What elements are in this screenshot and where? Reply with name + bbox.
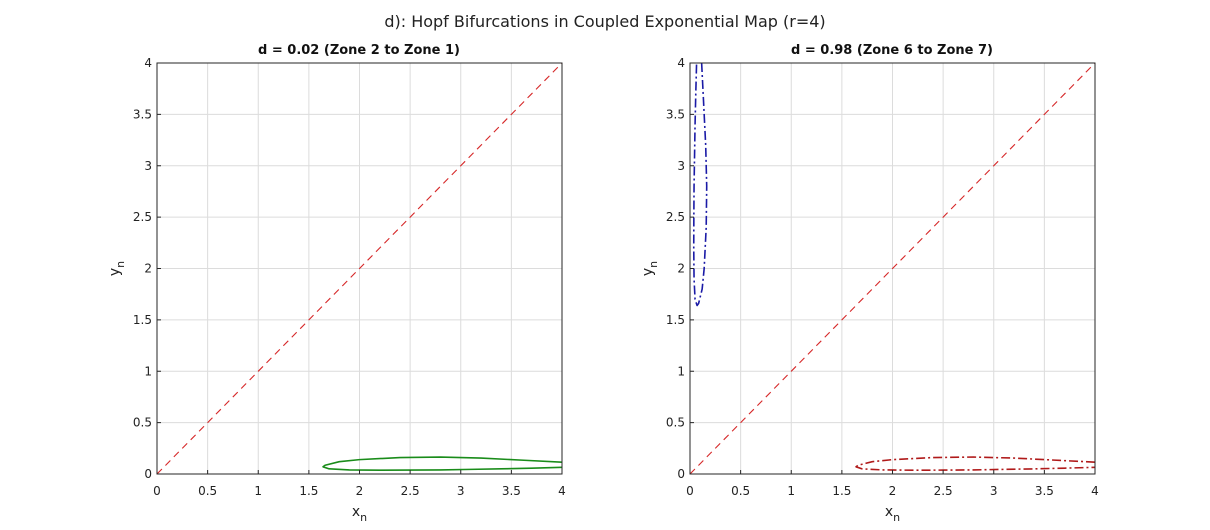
- left-xtick-label-3: 1.5: [299, 484, 318, 498]
- left-xaxis-label: xn: [352, 504, 367, 524]
- figure-suptitle: d): Hopf Bifurcations in Coupled Exponen…: [384, 12, 825, 31]
- left-series-0: [156, 62, 563, 475]
- right-ytick-label-3: 1.5: [666, 313, 685, 327]
- right-xtick-label-3: 1.5: [832, 484, 851, 498]
- right-yaxis-label: yn: [640, 261, 660, 276]
- left-xtick-label-4: 2: [356, 484, 364, 498]
- right-plot-panel: d = 0.98 (Zone 6 to Zone 7) 0 0.5 1 1.5 2 2.5…: [640, 43, 1099, 524]
- left-ytick-label-7: 3.5: [133, 107, 152, 121]
- left-ytick-label-8: 4: [144, 56, 152, 70]
- right-xtick-label-8: 4: [1091, 484, 1099, 498]
- right-ytick-label-0: 0: [677, 467, 685, 481]
- right-series-2: [855, 456, 1096, 472]
- left-ytick-label-4: 2: [144, 262, 152, 276]
- left-yaxis-label: yn: [107, 261, 127, 276]
- left-ytick-label-0: 0: [144, 467, 152, 481]
- right-ytick-label-1: 0.5: [666, 416, 685, 430]
- left-series-1: [322, 456, 563, 472]
- right-xtick-label-0: 0: [686, 484, 694, 498]
- right-xtick-label-2: 1: [787, 484, 795, 498]
- left-xtick-label-5: 2.5: [401, 484, 420, 498]
- left-plot-panel: d = 0.02 (Zone 2 to Zone 1) 0 0.5 1 1.5 2 2.5…: [107, 43, 566, 524]
- left-xtick-label-0: 0: [153, 484, 161, 498]
- right-ytick-label-8: 4: [677, 56, 685, 70]
- right-xtick-label-4: 2: [889, 484, 897, 498]
- left-plot-title: d = 0.02 (Zone 2 to Zone 1): [258, 43, 460, 58]
- left-xtick-label-1: 0.5: [198, 484, 217, 498]
- right-ytick-label-2: 1: [677, 364, 685, 378]
- left-xtick-label-6: 3: [457, 484, 465, 498]
- right-series-1: [692, 62, 708, 307]
- right-series-0: [689, 62, 1096, 475]
- left-xtick-label-2: 1: [254, 484, 262, 498]
- right-ytick-label-7: 3.5: [666, 107, 685, 121]
- right-ytick-label-4: 2: [677, 262, 685, 276]
- right-ytick-label-6: 3: [677, 159, 685, 173]
- right-xtick-label-1: 0.5: [731, 484, 750, 498]
- left-ytick-label-1: 0.5: [133, 416, 152, 430]
- left-ytick-label-5: 2.5: [133, 210, 152, 224]
- right-xtick-label-6: 3: [990, 484, 998, 498]
- left-ytick-label-2: 1: [144, 364, 152, 378]
- right-xtick-label-5: 2.5: [934, 484, 953, 498]
- left-ytick-label-6: 3: [144, 159, 152, 173]
- left-xtick-label-7: 3.5: [502, 484, 521, 498]
- right-xaxis-label: xn: [885, 504, 900, 524]
- right-xtick-label-7: 3.5: [1035, 484, 1054, 498]
- left-ytick-label-3: 1.5: [133, 313, 152, 327]
- right-plot-title: d = 0.98 (Zone 6 to Zone 7): [791, 43, 993, 58]
- right-ytick-label-5: 2.5: [666, 210, 685, 224]
- left-xtick-label-8: 4: [558, 484, 566, 498]
